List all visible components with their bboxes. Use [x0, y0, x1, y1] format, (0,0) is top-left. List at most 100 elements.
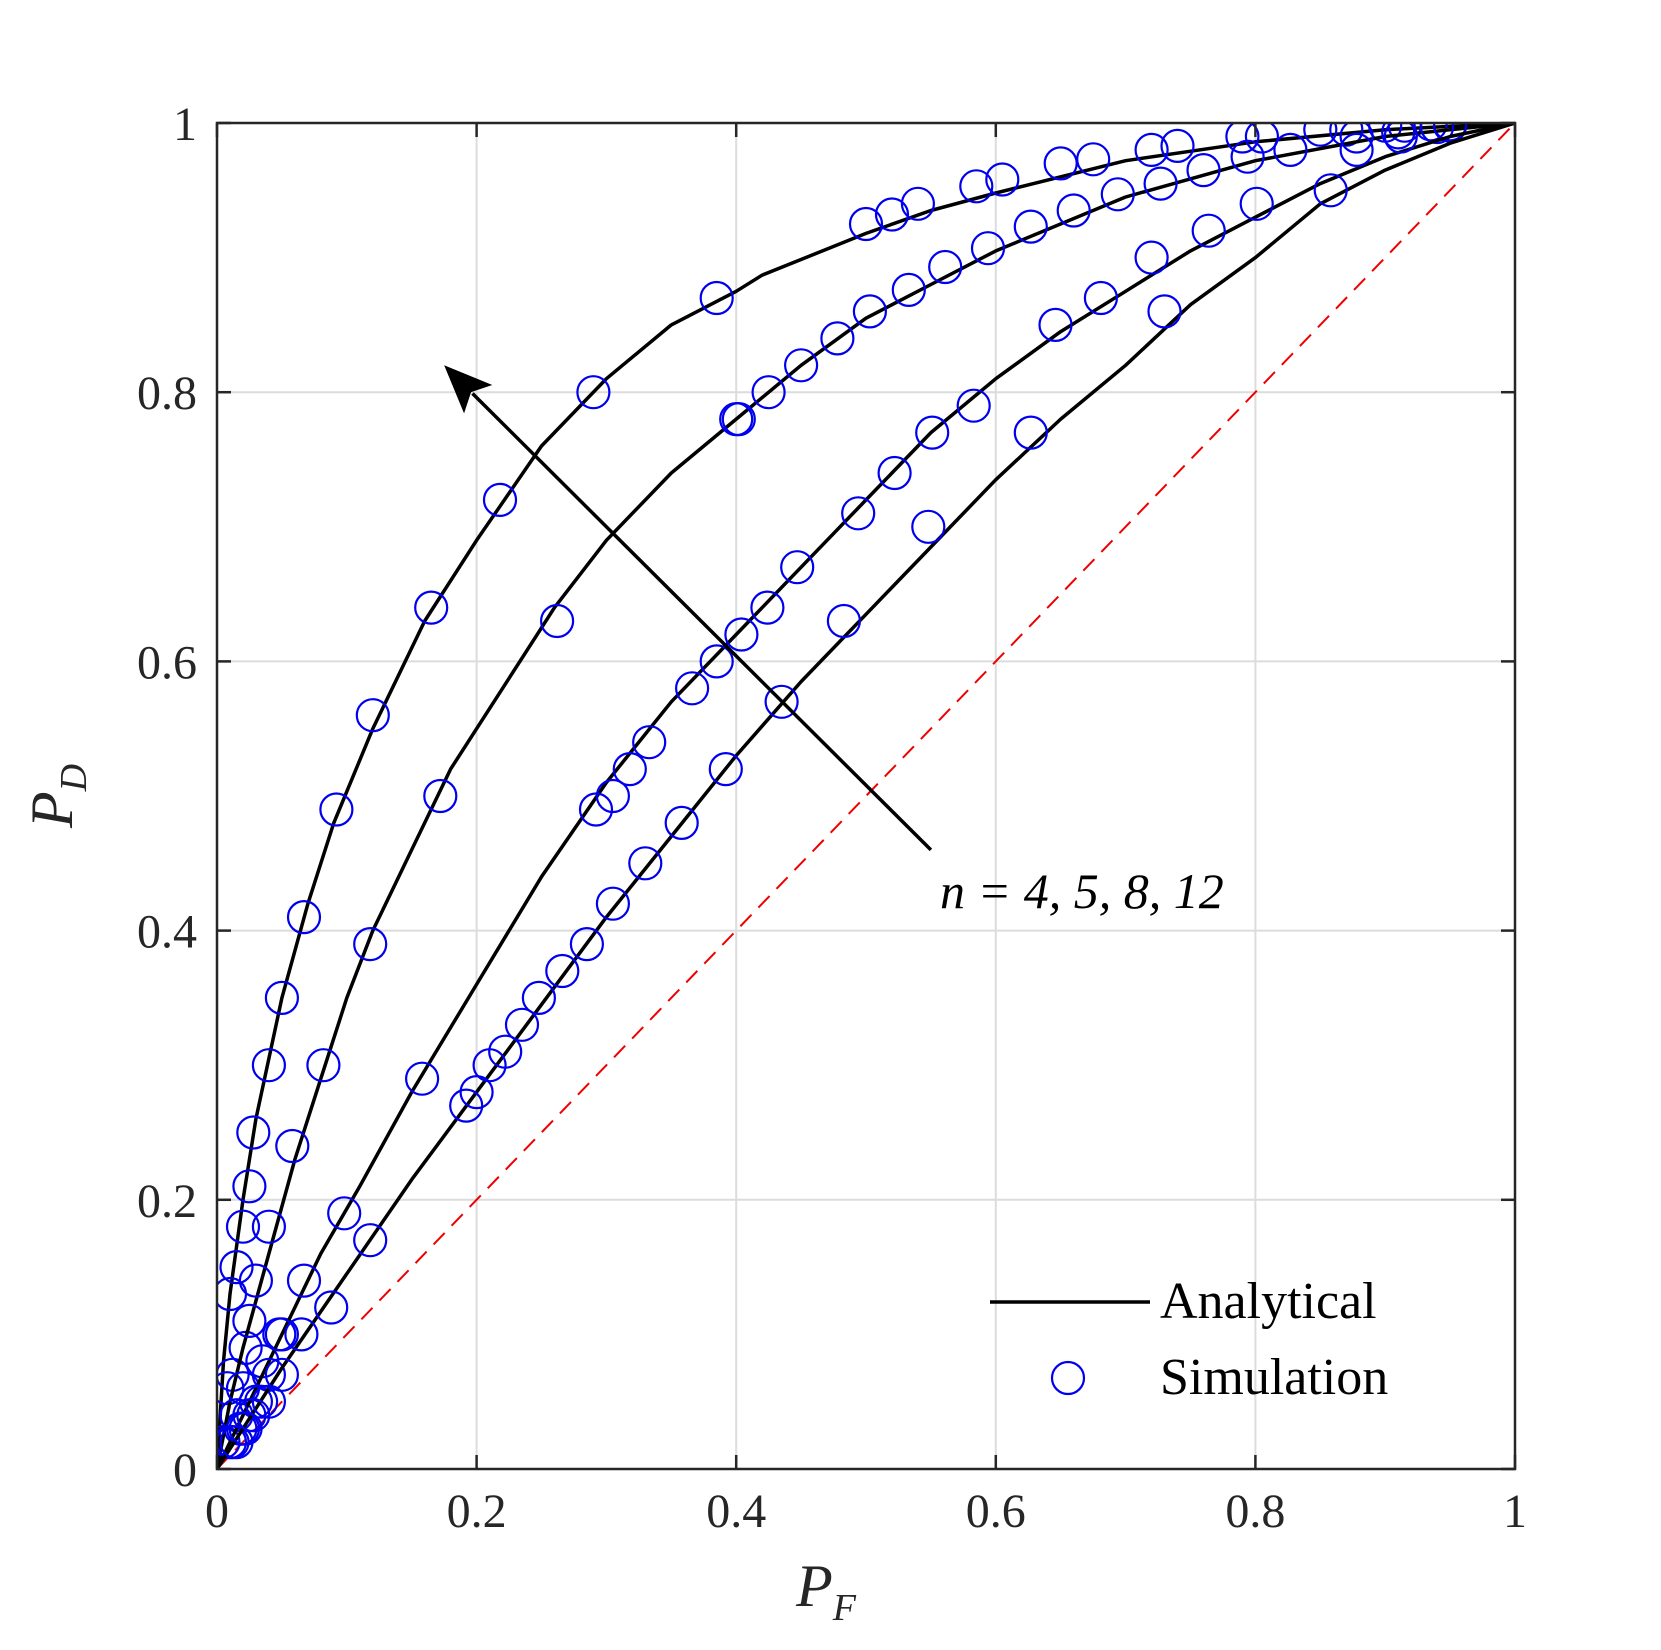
y-tick-label-4: 0.8	[137, 367, 197, 420]
simulation-point-3-15	[545, 953, 580, 989]
simulation-point-0-10	[251, 1048, 286, 1083]
x-tick-label-5: 1	[1503, 1485, 1527, 1538]
y-tick-label-3: 0.6	[137, 636, 197, 689]
simulation-point-0-1	[217, 1371, 245, 1406]
simulation-point-2-26	[1239, 186, 1274, 221]
series-2	[217, 123, 1515, 1469]
simulation-point-3-18	[628, 846, 663, 881]
x-axis-label-subscript: F	[832, 1587, 857, 1629]
simulation-point-0-34	[1413, 123, 1448, 142]
simulation-point-3-20	[708, 751, 743, 787]
simulation-point-1-19	[891, 272, 926, 307]
x-axis-label-main: P	[795, 1553, 833, 1619]
simulation-point-1-15	[751, 375, 786, 410]
simulation-point-1-30	[1381, 123, 1416, 150]
simulation-point-0-19	[848, 206, 884, 242]
simulation-point-0-16	[482, 482, 518, 517]
simulation-point-2-6	[286, 1263, 322, 1298]
simulation-point-2-23	[1083, 280, 1119, 316]
simulation-point-1-4	[238, 1263, 273, 1298]
x-tick-label-3: 0.6	[966, 1485, 1026, 1538]
simulation-point-3-16	[569, 926, 605, 962]
simulation-point-2-20	[915, 415, 950, 450]
simulation-point-1-22	[1013, 209, 1048, 244]
annotation: n = 4, 5, 8, 12	[444, 365, 1224, 919]
simulation-point-2-12	[632, 725, 667, 760]
simulation-point-0-9	[236, 1115, 271, 1150]
simulation-point-3-8	[353, 1223, 388, 1258]
simulation-point-1-8	[275, 1128, 310, 1164]
simulation-point-0-6	[225, 1209, 261, 1244]
simulation-point-2-19	[877, 455, 912, 491]
legend-simulation-swatch	[1050, 1360, 1086, 1396]
simulation-point-2-14	[699, 644, 734, 679]
simulation-point-1-9	[306, 1048, 341, 1083]
simulation-point-0-25	[1076, 142, 1111, 177]
simulation-point-3-7	[314, 1290, 349, 1325]
x-tick-label-2: 0.4	[706, 1485, 766, 1538]
simulation-point-3-23	[911, 509, 946, 544]
simulation-point-0-23	[985, 162, 1020, 197]
simulation-point-3-26	[1313, 173, 1348, 208]
series-1	[217, 123, 1515, 1469]
simulation-point-3-5	[264, 1357, 299, 1392]
simulation-point-1-26	[1186, 153, 1221, 188]
simulation-point-2-28	[1383, 123, 1418, 154]
simulation-point-3-13	[504, 1007, 540, 1042]
simulation-point-0-21	[900, 186, 936, 221]
simulation-point-3-9	[449, 1088, 484, 1123]
plot-area-background	[217, 123, 1515, 1469]
series-layer	[217, 123, 1515, 1469]
simulation-point-3-24	[1013, 415, 1048, 450]
simulation-point-0-18	[699, 280, 734, 316]
plot-frame	[215, 121, 1517, 1471]
y-tick-label-1: 0.2	[137, 1175, 197, 1228]
simulation-point-3-3	[244, 1384, 279, 1419]
legend-simulation-label: Simulation	[1160, 1349, 1388, 1406]
simulation-point-1-31	[1420, 123, 1455, 145]
simulation-point-2-18	[841, 496, 876, 531]
simulation-point-3-17	[595, 886, 631, 921]
y-axis-label-subscript: D	[53, 764, 95, 792]
x-tick-label-1: 0.2	[447, 1485, 507, 1538]
simulation-point-1-3	[232, 1303, 267, 1339]
simulation-point-0-4	[219, 1249, 254, 1285]
simulation-point-2-8	[405, 1061, 440, 1096]
y-axis-label: PD	[19, 764, 95, 829]
simulation-point-2-5	[262, 1317, 297, 1352]
simulation-point-1-27	[1230, 139, 1265, 174]
annotation-arrow-head	[444, 365, 493, 414]
simulation-point-0-28	[1225, 123, 1260, 154]
simulation-point-2-11	[612, 751, 647, 787]
analytical-curve-0	[217, 123, 1515, 1469]
simulation-point-1-21	[970, 231, 1006, 266]
legend: Analytical Simulation	[990, 1273, 1388, 1406]
analytical-curve-2	[217, 123, 1515, 1469]
annotation-text: n = 4, 5, 8, 12	[940, 863, 1224, 919]
simulation-point-3-14	[521, 980, 557, 1016]
simulation-point-0-13	[319, 792, 354, 827]
y-tick-label-2: 0.4	[137, 906, 197, 959]
simulation-point-1-11	[423, 778, 458, 814]
simulation-point-2-25	[1191, 213, 1226, 248]
simulation-point-3-6	[284, 1317, 319, 1352]
simulation-point-2-7	[327, 1196, 362, 1231]
simulation-point-0-14	[355, 698, 390, 733]
simulation-point-1-14	[721, 402, 756, 437]
simulation-point-0-30	[1303, 123, 1338, 147]
simulation-point-2-24	[1134, 240, 1169, 275]
simulation-point-2-21	[956, 388, 991, 423]
simulation-point-0-22	[959, 169, 994, 204]
simulation-point-3-12	[488, 1034, 523, 1069]
simulation-point-0-27	[1160, 128, 1195, 163]
y-axis-label-main: P	[19, 791, 85, 829]
x-tick-label-0: 0	[205, 1485, 229, 1538]
simulation-point-0-29	[1244, 123, 1279, 154]
analytical-curve-1	[217, 123, 1515, 1469]
axis-ticks: 0 0.2 0.4 0.6 0.8 1 0 0.2 0.4 0.6 0.8 1	[137, 98, 1527, 1538]
simulation-point-1-10	[353, 926, 388, 962]
simulation-point-1-23	[1056, 193, 1091, 228]
simulation-point-2-10	[595, 778, 631, 814]
